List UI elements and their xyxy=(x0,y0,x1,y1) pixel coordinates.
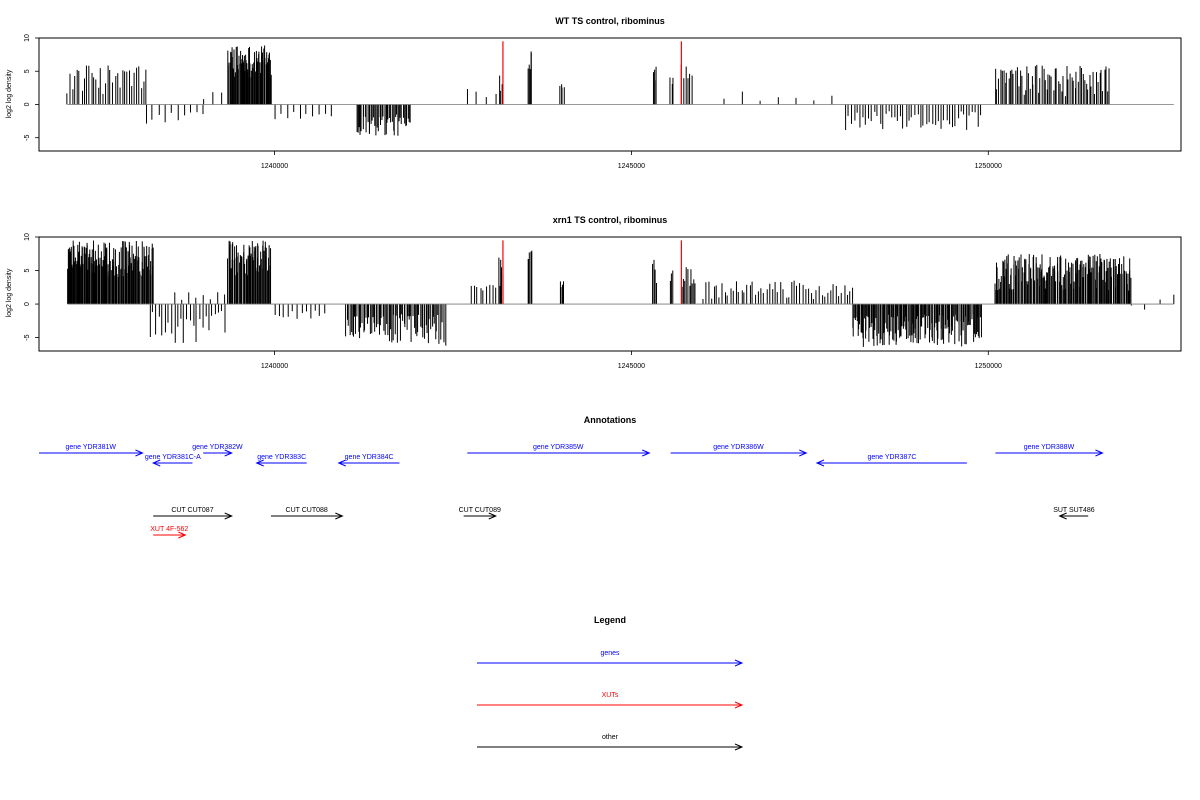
annotation-feature: gene YDR384C xyxy=(337,454,400,467)
x-tick-label: 1240000 xyxy=(261,163,288,170)
axes: -5 0 5 10 1240000 1245000 1250000 xyxy=(24,233,1174,370)
y-tick-label: -5 xyxy=(24,134,31,140)
arrowhead xyxy=(178,531,187,539)
x-tick-label: 1245000 xyxy=(618,363,645,370)
x-tick-label: 1250000 xyxy=(975,363,1002,370)
y-tick-label: 0 xyxy=(24,302,31,306)
y-tick-label: -5 xyxy=(24,334,31,340)
annotation-feature: gene YDR383C xyxy=(255,454,307,467)
feature-label: gene YDR381C-A xyxy=(145,454,201,461)
arrowhead xyxy=(734,701,744,709)
chart-title: WT TS control, ribominus xyxy=(555,16,665,26)
arrowhead xyxy=(135,449,144,457)
annotation-feature: gene YDR386W xyxy=(670,444,808,457)
chart-panel-xrn1: xrn1 TS control, ribominus log2 log dens… xyxy=(6,215,1182,370)
feature-label: gene YDR382W xyxy=(192,444,243,451)
legend-label: XUTs xyxy=(602,692,619,699)
arrowhead xyxy=(734,659,744,667)
feature-list: gene YDR381W gene YDR381C-A gene YDR382W ge… xyxy=(39,444,1104,539)
legend-label: genes xyxy=(600,650,620,657)
feature-label: gene YDR387C xyxy=(867,454,916,461)
bar-series xyxy=(67,240,1175,347)
arrowhead xyxy=(734,743,744,751)
feature-label: CUT CUT088 xyxy=(286,507,328,514)
arrowhead xyxy=(337,459,346,467)
arrowhead xyxy=(815,459,825,467)
arrowhead xyxy=(224,512,233,520)
arrowhead xyxy=(799,449,808,457)
annotation-feature: CUT CUT089 xyxy=(459,507,501,520)
arrowhead xyxy=(151,459,161,467)
arrowhead xyxy=(224,449,233,457)
annotation-feature: CUT CUT088 xyxy=(270,507,344,520)
annotations-title: Annotations xyxy=(584,415,637,425)
arrowhead xyxy=(642,449,651,457)
y-tick-label: 0 xyxy=(24,102,31,106)
y-tick-label: 10 xyxy=(24,34,31,42)
legend-label: other xyxy=(602,734,619,741)
bar-series xyxy=(66,41,1110,136)
feature-label: SUT SUT486 xyxy=(1053,507,1095,514)
feature-label: CUT CUT087 xyxy=(171,507,213,514)
arrowhead xyxy=(335,512,344,520)
arrowhead xyxy=(255,459,264,467)
annotation-feature: gene YDR381C-A xyxy=(145,454,201,467)
y-tick-label: 10 xyxy=(24,233,31,241)
feature-label: gene YDR384C xyxy=(345,454,394,461)
arrowhead xyxy=(1058,512,1067,520)
feature-label: gene YDR383C xyxy=(257,454,306,461)
feature-label: CUT CUT089 xyxy=(459,507,501,514)
legend-item: genes xyxy=(477,650,744,667)
arrowhead xyxy=(488,512,498,520)
plot-frame xyxy=(38,37,1182,152)
annotation-feature: XUT 4F-562 xyxy=(150,526,188,539)
y-axis-label: log2 log density xyxy=(6,69,13,118)
y-tick-label: 5 xyxy=(24,268,31,272)
plot-frame xyxy=(38,236,1182,352)
annotation-feature: gene YDR381W xyxy=(39,444,144,457)
annotation-feature: gene YDR385W xyxy=(467,444,651,457)
legend-title: Legend xyxy=(594,615,626,625)
legend-items: genes XUTs other xyxy=(477,650,744,751)
feature-label: gene YDR386W xyxy=(713,444,764,451)
feature-label: gene YDR381W xyxy=(66,444,117,451)
annotation-feature: CUT CUT087 xyxy=(153,507,233,520)
feature-label: XUT 4F-562 xyxy=(150,526,188,533)
chart-title: xrn1 TS control, ribominus xyxy=(553,215,668,225)
chart-panel-wt: WT TS control, ribominus log2 log densit… xyxy=(6,16,1182,170)
annotation-feature: gene YDR387C xyxy=(815,454,967,467)
feature-label: gene YDR388W xyxy=(1024,444,1075,451)
y-tick-label: 5 xyxy=(24,69,31,73)
legend-item: other xyxy=(477,734,744,751)
annotation-feature: gene YDR382W xyxy=(192,444,243,457)
x-tick-label: 1245000 xyxy=(618,163,645,170)
legend: Legend genes XUTs other xyxy=(477,615,744,751)
axes: -5 0 5 10 1240000 1245000 1250000 xyxy=(24,34,1174,170)
x-tick-label: 1240000 xyxy=(261,363,288,370)
annotation-feature: gene YDR388W xyxy=(995,444,1104,457)
y-axis-label: log2 log density xyxy=(6,268,13,317)
annotation-feature: SUT SUT486 xyxy=(1053,507,1095,520)
feature-label: gene YDR385W xyxy=(533,444,584,451)
x-tick-label: 1250000 xyxy=(975,163,1002,170)
arrowhead xyxy=(1095,449,1104,457)
legend-item: XUTs xyxy=(477,692,744,709)
